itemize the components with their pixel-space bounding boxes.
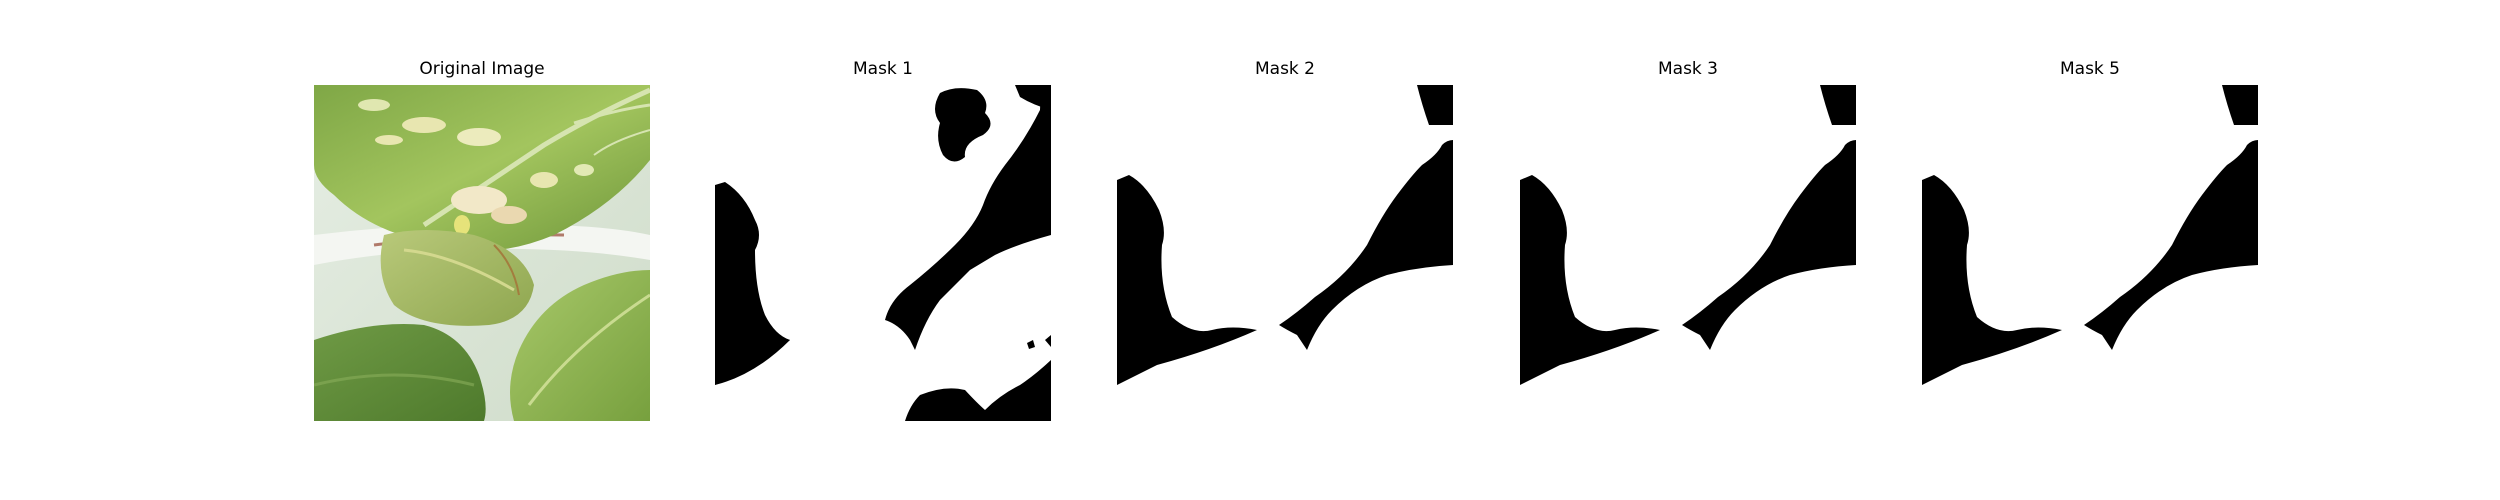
mask-1-image — [715, 85, 1051, 421]
original-image-title: Original Image — [419, 59, 545, 79]
mask-5-image — [1922, 85, 2258, 421]
mask-2-image — [1117, 85, 1453, 421]
mask-1-shape — [715, 85, 1051, 421]
mask-1-title: Mask 1 — [852, 59, 913, 79]
mask-5-title: Mask 5 — [2059, 59, 2120, 79]
leaf-photo — [314, 85, 650, 421]
mask-5-shape — [1922, 85, 2258, 421]
mask-3-shape — [1520, 85, 1856, 421]
mask-2-title: Mask 2 — [1254, 59, 1315, 79]
mask-2-shape — [1117, 85, 1453, 421]
mask-3-title: Mask 3 — [1657, 59, 1718, 79]
original-image — [314, 85, 650, 421]
mask-3-image — [1520, 85, 1856, 421]
